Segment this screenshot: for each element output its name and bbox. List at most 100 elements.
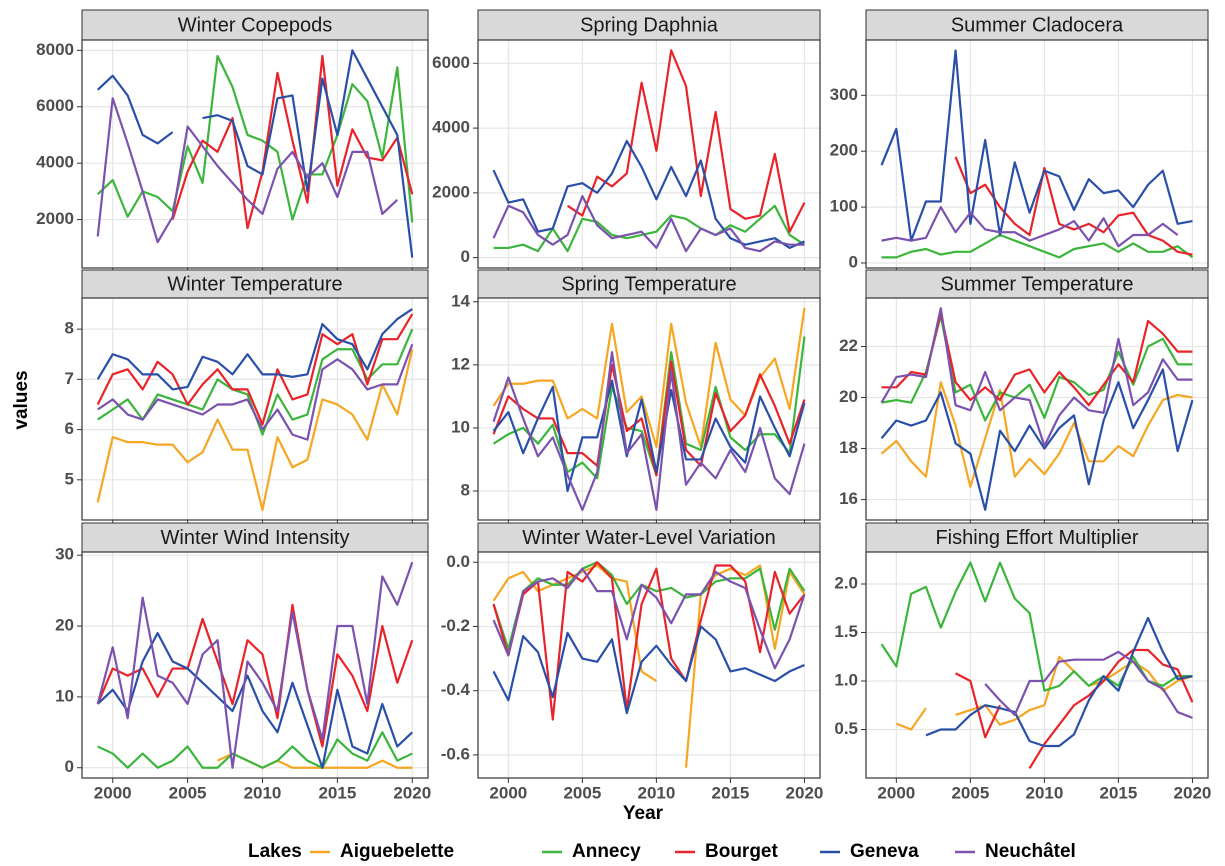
y-tick-label: 1.0: [834, 670, 858, 689]
y-tick-label: -0.4: [441, 680, 471, 699]
y-tick-label: 0: [461, 247, 470, 266]
panel-title: Winter Temperature: [167, 273, 342, 295]
panel-background: [82, 40, 428, 268]
y-tick-label: 18: [839, 438, 858, 457]
x-tick-label: 2015: [1100, 783, 1138, 802]
y-tick-label: 6000: [36, 96, 74, 115]
panel-title: Winter Copepods: [178, 14, 333, 36]
y-tick-label: 0: [65, 757, 74, 776]
panel-title: Summer Cladocera: [951, 14, 1124, 36]
y-tick-label: 4000: [36, 153, 74, 172]
legend-title: Lakes: [248, 841, 302, 862]
series-line: [880, 381, 1193, 488]
y-tick-label: 0.0: [446, 552, 470, 571]
series-line: [96, 49, 414, 258]
panel-border: [865, 551, 1209, 779]
strip: [477, 9, 821, 41]
series-line: [984, 650, 1193, 719]
x-tick-label: 2015: [318, 783, 356, 802]
legend-label: Annecy: [572, 841, 641, 862]
panel-border: [81, 297, 429, 521]
legend-label: Neuchâtel: [985, 841, 1076, 862]
y-axis-label: values: [11, 370, 32, 429]
y-tick-label: 2000: [432, 182, 470, 201]
panel-border: [477, 39, 821, 269]
y-tick-label: 16: [839, 489, 858, 508]
series-line: [880, 561, 1193, 692]
x-tick-label: 2000: [877, 783, 915, 802]
panel-title: Spring Daphnia: [580, 14, 719, 36]
x-axis-label: Year: [623, 803, 664, 824]
y-tick-label: 30: [55, 545, 74, 564]
series-line: [880, 49, 1193, 242]
x-tick-label: 2010: [637, 783, 675, 802]
series-line: [492, 567, 806, 670]
series-line: [925, 616, 1193, 748]
y-tick-label: 6000: [432, 53, 470, 72]
series-line: [97, 731, 413, 769]
series-line: [171, 54, 414, 230]
y-tick-label: 8: [461, 480, 470, 499]
series-line: [492, 336, 806, 480]
series-line: [96, 308, 413, 391]
panel-border: [865, 297, 1209, 521]
series-line: [97, 343, 414, 441]
x-tick-label: 2005: [951, 783, 989, 802]
series-line: [492, 561, 806, 721]
series-line: [96, 561, 414, 769]
y-tick-label: 200: [830, 141, 858, 160]
series-line: [96, 632, 414, 769]
series-line: [881, 205, 1179, 248]
y-tick-label: 0.5: [834, 719, 858, 738]
x-tick-label: 2000: [94, 783, 132, 802]
panel-title: Winter Water-Level Variation: [522, 527, 775, 549]
x-tick-label: 2020: [1174, 783, 1212, 802]
series-line: [96, 97, 399, 244]
panel-border: [81, 39, 429, 269]
y-tick-label: 10: [55, 686, 74, 705]
strip: [865, 9, 1209, 41]
y-tick-label: 100: [830, 197, 858, 216]
x-tick-label: 2010: [1025, 783, 1063, 802]
x-tick-label: 2000: [489, 783, 527, 802]
series-line: [880, 307, 1193, 448]
y-tick-label: 5: [65, 469, 74, 488]
y-tick-label: 12: [451, 354, 470, 373]
panel-background: [478, 552, 820, 778]
panel-background: [478, 298, 820, 520]
series-line: [96, 313, 414, 426]
y-tick-label: 14: [451, 291, 470, 310]
panel-background: [866, 40, 1208, 268]
panel-background: [866, 298, 1208, 520]
series-line: [492, 625, 805, 715]
series-line: [492, 360, 806, 477]
y-tick-label: 6: [65, 419, 74, 438]
series-line: [96, 348, 414, 512]
x-tick-label: 2015: [712, 783, 750, 802]
series-line: [566, 49, 806, 233]
strip: [81, 9, 429, 41]
y-tick-label: 0: [849, 252, 858, 271]
panel-title: Summer Temperature: [940, 273, 1133, 295]
legend-label: Bourget: [705, 841, 779, 862]
panel-border: [477, 551, 821, 779]
y-tick-label: 2000: [36, 209, 74, 228]
y-tick-label: 7: [65, 369, 74, 388]
series-line: [492, 379, 806, 493]
y-tick-label: 4000: [432, 118, 470, 137]
panel-title: Spring Temperature: [561, 273, 736, 295]
panel-border: [865, 39, 1209, 269]
legend-label: Aiguebelette: [340, 841, 454, 862]
series-line: [96, 603, 414, 748]
panel-title: Winter Wind Intensity: [161, 527, 350, 549]
x-tick-label: 2020: [786, 783, 824, 802]
series-line: [881, 233, 1194, 259]
y-tick-label: 22: [839, 336, 858, 355]
x-tick-label: 2020: [393, 783, 431, 802]
y-tick-label: 20: [55, 616, 74, 635]
x-tick-label: 2005: [563, 783, 601, 802]
series-line: [492, 139, 805, 250]
y-tick-label: 10: [451, 417, 470, 436]
strip: [81, 522, 429, 553]
y-tick-label: 8000: [36, 40, 74, 59]
